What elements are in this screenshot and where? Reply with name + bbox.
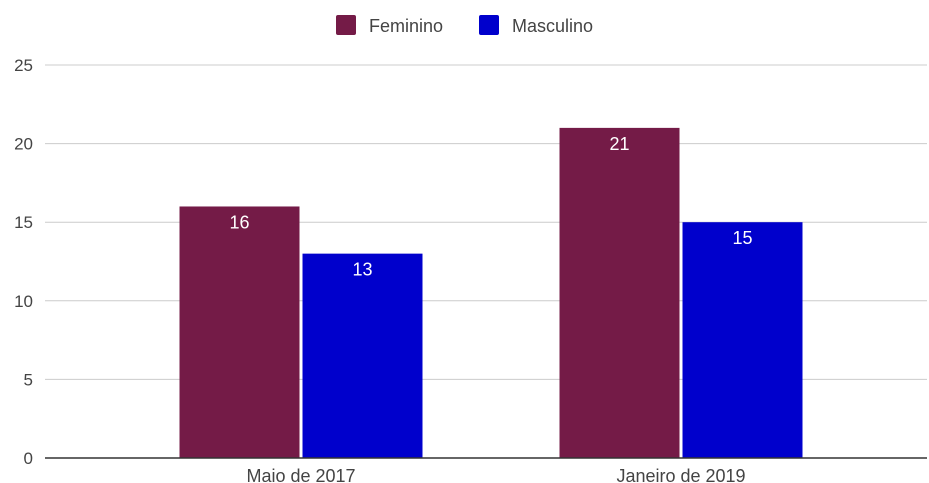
bar-masculino-1 — [302, 253, 423, 458]
legend-swatch-masculino — [479, 15, 499, 35]
legend-swatch-feminino — [336, 15, 356, 35]
data-label: 15 — [732, 228, 752, 248]
y-tick-label: 10 — [14, 292, 33, 311]
y-tick-label: 0 — [24, 449, 33, 468]
x-axis: Maio de 2017 Janeiro de 2019 — [45, 457, 927, 483]
y-tick-label: 25 — [14, 56, 33, 75]
bar-feminino-1 — [179, 206, 300, 458]
data-label: 16 — [229, 212, 249, 232]
bar-feminino-2 — [559, 127, 680, 458]
y-axis: 0 5 10 15 20 25 — [14, 56, 33, 468]
bar-masculino-2 — [682, 222, 803, 458]
y-tick-label: 15 — [14, 213, 33, 232]
y-tick-label: 20 — [14, 135, 33, 154]
y-tick-label: 5 — [24, 370, 33, 389]
data-label: 21 — [609, 134, 629, 154]
bars: 16 13 21 15 — [179, 127, 803, 458]
data-label: 13 — [352, 260, 372, 280]
legend: Feminino Masculino — [336, 15, 593, 36]
legend-label: Masculino — [512, 16, 593, 36]
x-tick-label: Janeiro de 2019 — [616, 466, 745, 483]
legend-label: Feminino — [369, 16, 443, 36]
x-tick-label: Maio de 2017 — [246, 466, 355, 483]
